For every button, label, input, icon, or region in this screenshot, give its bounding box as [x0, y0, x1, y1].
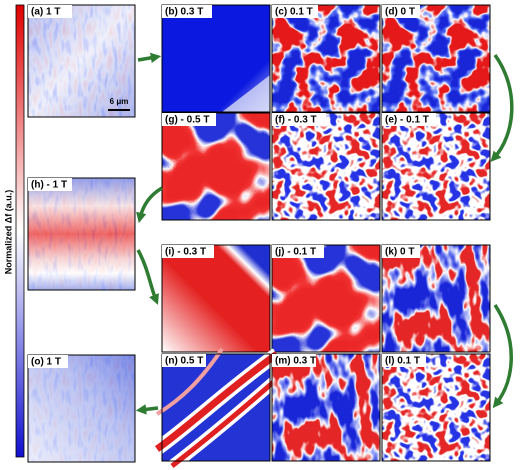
- arrow: [136, 186, 163, 224]
- arrow: [490, 53, 514, 162]
- panel-label: (a) 1 T: [31, 7, 60, 18]
- panel: (m) 0.3 T: [271, 353, 381, 462]
- panel-label: (n) 0.5 T: [165, 356, 203, 367]
- panel-label: (d) 0 T: [385, 7, 415, 18]
- panel: (f) - 0.3 T: [271, 112, 381, 221]
- panel: (k) 0 T: [381, 244, 491, 353]
- panel: (l) 0.1 T: [381, 353, 491, 462]
- arrow: [136, 249, 159, 305]
- arrow: [135, 404, 159, 415]
- panel: (g) - 0.5 T: [161, 112, 271, 221]
- panel-label: (o) 1 T: [31, 357, 61, 368]
- panel: (c) 0.1 T: [271, 4, 381, 113]
- panel: (h) - 1 T: [27, 177, 136, 291]
- scale-bar-label: 6 μm: [110, 97, 129, 106]
- colorbar: [15, 4, 25, 458]
- panel-label: (m) 0.3 T: [275, 356, 316, 367]
- panel-label: (h) - 1 T: [31, 180, 67, 191]
- panel: (j) - 0.1 T: [271, 244, 381, 353]
- panel: (n) 0.5 T: [152, 347, 282, 470]
- panel: (e) - 0.1 T: [381, 112, 491, 221]
- panel: (o) 1 T: [27, 354, 136, 463]
- panel-label: (l) 0.1 T: [385, 356, 420, 367]
- panel: (b) 0.3 T: [161, 4, 271, 113]
- arrow: [492, 304, 513, 409]
- panel-label: (c) 0.1 T: [275, 7, 313, 18]
- panel-label: (e) - 0.1 T: [385, 115, 429, 126]
- arrow: [137, 52, 162, 64]
- panel-label: (j) - 0.1 T: [275, 247, 316, 258]
- panel: (a) 1 T 6 μm: [27, 4, 136, 118]
- colorbar-label: Normalized Δf (a.u.): [3, 190, 13, 274]
- panel-label: (i) - 0.3 T: [165, 247, 206, 258]
- panel-label: (k) 0 T: [385, 247, 414, 258]
- panel: (d) 0 T: [381, 4, 491, 113]
- panel-label: (f) - 0.3 T: [275, 115, 317, 126]
- panel-label: (g) - 0.5 T: [165, 115, 209, 126]
- panel: (i) - 0.3 T: [161, 244, 271, 353]
- panel-label: (b) 0.3 T: [165, 7, 203, 18]
